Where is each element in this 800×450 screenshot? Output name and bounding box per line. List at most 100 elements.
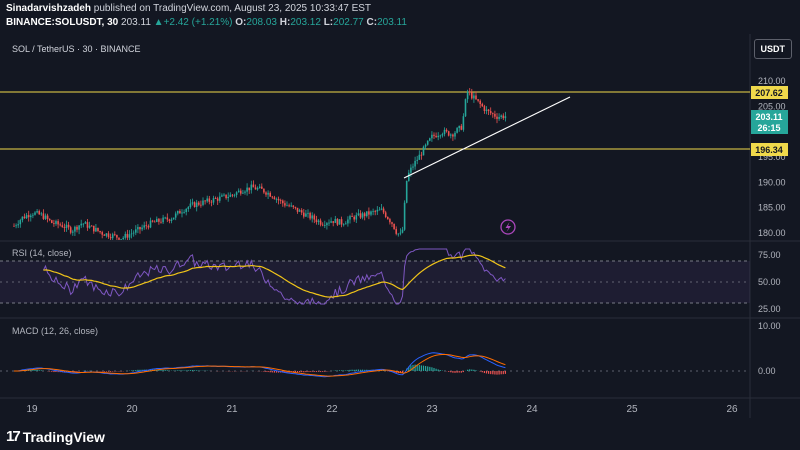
candle-body: [181, 212, 183, 214]
close-label: C:: [366, 17, 378, 28]
candle-body: [286, 205, 288, 207]
candle-body: [261, 186, 263, 189]
price-badge[interactable]: 203.11 26:15: [751, 110, 788, 134]
candle-body: [223, 194, 225, 196]
rsi-lines: [42, 248, 506, 306]
tradingview-brand[interactable]: 17 TradingView: [6, 428, 105, 445]
candle-body: [72, 231, 74, 233]
candle-body: [502, 115, 505, 119]
candle-body: [307, 212, 309, 214]
candle-body: [403, 202, 406, 230]
candle-body: [397, 233, 400, 235]
candle-body: [326, 223, 328, 226]
trend-line[interactable]: [403, 96, 571, 179]
low-value: 202.77: [333, 17, 364, 28]
candle-body: [84, 222, 87, 224]
candle-body: [174, 213, 177, 218]
candle-body: [13, 225, 15, 227]
rsi-tick-label: 75.00: [758, 250, 781, 260]
candle-body: [206, 198, 208, 202]
candle-body: [240, 190, 242, 194]
candle-body: [202, 200, 204, 205]
change-value: +2.42 (+1.21%): [163, 17, 233, 28]
candle-body: [401, 229, 404, 233]
candle-body: [483, 106, 486, 111]
ohlc-line: BINANCE:SOLUSDT, 30 203.11 ▲+2.42 (+1.21…: [6, 17, 407, 28]
candle-body: [34, 212, 36, 215]
axis-labels: 19 20 21 22 23 24 25 26 210.00 205.00 195.00 190.00…: [26, 76, 785, 415]
candle-body: [101, 232, 103, 235]
candle-body: [378, 209, 381, 211]
candle-body: [126, 233, 129, 238]
candle-body: [321, 224, 324, 226]
candle-body: [120, 239, 122, 240]
candle-body: [114, 234, 116, 236]
brand-name: TradingView: [22, 428, 105, 445]
candle-body: [244, 191, 246, 193]
candle-body: [235, 192, 238, 195]
candle-body: [338, 219, 341, 225]
candle-body: [408, 172, 410, 181]
chart-area[interactable]: SOL / TetherUS · 30 · BINANCE RSI (14, c…: [0, 34, 800, 418]
candle-body: [141, 227, 143, 230]
candle-body: [130, 233, 133, 235]
candle-body: [494, 113, 496, 117]
candle-body: [336, 218, 339, 225]
candle-body: [95, 227, 97, 232]
candle-body: [412, 166, 414, 168]
candle-body: [450, 134, 452, 136]
candle-body: [361, 213, 364, 218]
candle-body: [90, 225, 93, 227]
support-badge[interactable]: 196.34: [751, 143, 788, 156]
high-label: H:: [279, 17, 291, 28]
candle-body: [177, 210, 179, 214]
candle-body: [317, 220, 320, 223]
candle-body: [124, 233, 127, 238]
candle-body: [435, 135, 437, 138]
candle-body: [340, 219, 343, 225]
macd-label: MACD (12, 26, close): [12, 326, 98, 336]
resistance-badge[interactable]: 207.62: [751, 86, 788, 99]
candle-body: [265, 192, 267, 195]
candle-body: [32, 214, 34, 216]
candle-body: [418, 154, 421, 160]
lightning-icon[interactable]: [500, 219, 516, 235]
candle-body: [216, 198, 219, 201]
candles-group[interactable]: [13, 88, 507, 240]
author-name[interactable]: Sinadarvishzadeh: [6, 3, 92, 14]
candle-body: [48, 218, 51, 221]
chart-svg[interactable]: SOL / TetherUS · 30 · BINANCE RSI (14, c…: [0, 34, 800, 418]
candle-body: [431, 134, 433, 139]
candle-body: [250, 184, 253, 191]
candle-body: [61, 225, 64, 228]
close-value: 203.11: [377, 17, 407, 28]
candle-body: [410, 167, 412, 173]
candle-body: [414, 160, 416, 167]
candle-body: [116, 234, 118, 238]
candle-body: [389, 219, 391, 223]
candle-body: [473, 95, 475, 99]
price-tick-label: 185.00: [758, 203, 786, 213]
candle-body: [21, 216, 24, 221]
candle-body: [42, 213, 45, 219]
candle-body: [214, 198, 217, 200]
publish-info: Sinadarvishzadeh published on TradingVie…: [6, 3, 371, 14]
candle-body: [212, 198, 215, 203]
candle-body: [305, 213, 307, 217]
candle-body: [229, 194, 232, 197]
candle-body: [420, 154, 423, 156]
candle-body: [324, 225, 326, 226]
currency-button[interactable]: USDT: [753, 39, 792, 59]
publish-text: published on TradingView.com, August 23,…: [91, 3, 372, 14]
candle-body: [55, 221, 57, 224]
candle-body: [342, 224, 345, 226]
candle-body: [252, 184, 255, 188]
countdown-text: 26:15: [757, 123, 780, 133]
candle-body: [311, 215, 313, 219]
candle-body: [489, 111, 492, 114]
macd-tick-label: 10.00: [758, 321, 781, 331]
candle-body: [372, 211, 374, 213]
candle-body: [237, 190, 240, 193]
candle-body: [479, 100, 481, 105]
candle-body: [355, 215, 358, 220]
